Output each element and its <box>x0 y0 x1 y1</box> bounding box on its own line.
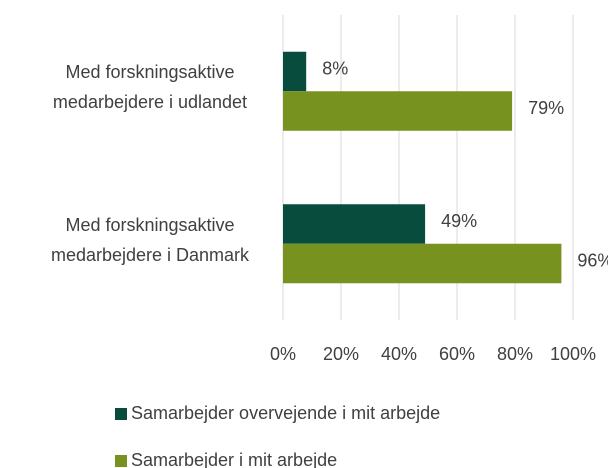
x-tick-label: 20% <box>323 344 359 364</box>
legend-swatch <box>115 408 127 420</box>
x-tick-label: 100% <box>550 344 596 364</box>
x-tick-label: 0% <box>270 344 296 364</box>
bar <box>283 243 562 284</box>
y-tick-label: Med forskningsaktive medarbejdere i Danm… <box>50 214 250 265</box>
bar <box>283 51 307 92</box>
legend-label: Samarbejder overvejende i mit arbejde <box>131 403 440 423</box>
y-tick-label: Med forskningsaktive medarbejdere i udla… <box>52 62 248 113</box>
data-label: 79% <box>528 98 564 118</box>
x-tick-label: 40% <box>381 344 417 364</box>
bar <box>283 91 513 131</box>
bar <box>283 204 426 244</box>
legend-swatch <box>115 455 127 467</box>
x-tick-label: 60% <box>439 344 475 364</box>
data-label: 96% <box>577 250 608 270</box>
legend-label: Samarbejder i mit arbejde <box>131 450 337 468</box>
x-tick-label: 80% <box>497 344 533 364</box>
data-label: 49% <box>441 211 477 231</box>
data-label: 8% <box>322 58 348 78</box>
